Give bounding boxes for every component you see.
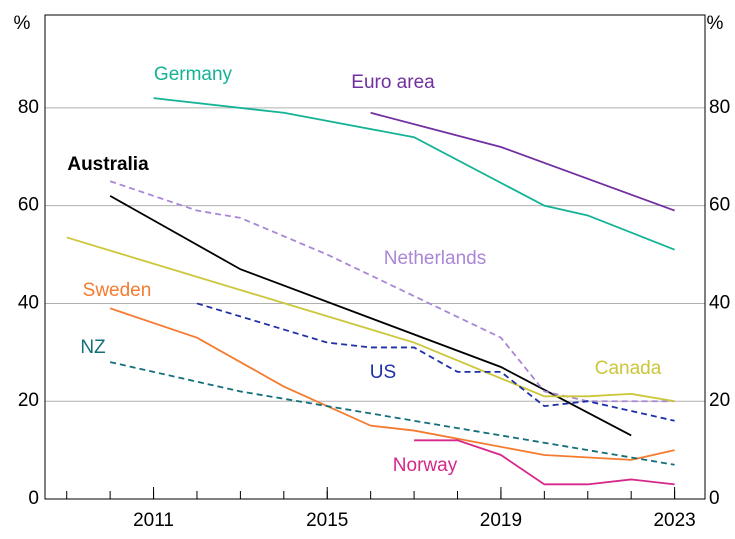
series-label: Australia <box>67 154 149 175</box>
y-tick-label: 40 <box>18 292 39 313</box>
x-tick-label: 2019 <box>480 510 522 531</box>
y2-tick-label: 40 <box>709 292 730 313</box>
x-tick-label: 2011 <box>133 510 174 531</box>
series-label: NZ <box>80 337 106 358</box>
series-line <box>370 111 675 212</box>
series-label: Germany <box>154 64 233 85</box>
series-label: Norway <box>393 455 458 476</box>
x-tick-label: 2023 <box>653 510 695 531</box>
series-label: Sweden <box>83 280 152 301</box>
series-label: Euro area <box>351 72 435 93</box>
y2-tick-label: 60 <box>709 195 730 216</box>
y2-tick-label: 80 <box>709 97 730 118</box>
y2-tick-label: 0 <box>709 488 720 509</box>
series-line <box>109 307 675 461</box>
series-line <box>153 97 675 251</box>
y-unit-label: % <box>14 13 31 34</box>
plot-frame <box>44 14 706 500</box>
y-tick-label: 80 <box>18 97 39 118</box>
y2-unit-label: % <box>707 13 724 34</box>
series-line <box>66 236 675 403</box>
series-label: Canada <box>595 358 662 379</box>
series-line <box>109 195 632 437</box>
series-line <box>414 439 675 486</box>
series-label: US <box>370 362 396 383</box>
y-tick-label: 0 <box>28 488 39 509</box>
y-tick-label: 20 <box>18 390 39 411</box>
y2-tick-label: 20 <box>709 390 730 411</box>
series-line <box>109 361 675 466</box>
y-tick-label: 60 <box>18 195 39 216</box>
series-label: Netherlands <box>384 248 486 269</box>
series-line <box>196 302 675 422</box>
x-tick-label: 2015 <box>306 510 348 531</box>
